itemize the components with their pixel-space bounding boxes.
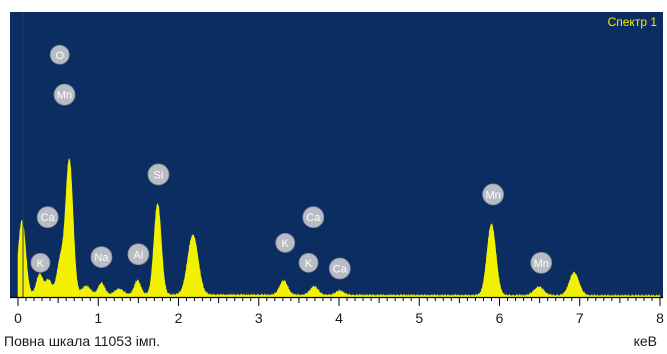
- element-label-circle: [30, 252, 51, 273]
- element-label-circle: [302, 206, 325, 229]
- element-label-text: Ca: [306, 212, 321, 224]
- element-label-o: O: [49, 44, 70, 65]
- full-scale-label: Повна шкала 11053 імп.: [4, 333, 160, 349]
- element-label-circle: [90, 246, 113, 269]
- element-label-circle: [147, 163, 170, 186]
- element-label-k: K: [298, 252, 319, 273]
- x-axis: 0 1 2 3 4 5 6 7 8: [10, 296, 664, 326]
- element-label-mn: Mn: [482, 183, 504, 206]
- element-label-k: K: [275, 232, 296, 253]
- element-label-na: Na: [90, 246, 113, 269]
- element-label-al: Al: [127, 243, 150, 266]
- x-axis-unit-label: кеВ: [633, 333, 657, 349]
- element-label-circle: [275, 232, 296, 253]
- element-label-circle: [328, 257, 351, 280]
- element-label-text: Ca: [333, 264, 348, 276]
- x-tick-label: 7: [576, 310, 584, 326]
- element-label-circle: [36, 206, 59, 229]
- x-tick-label: 4: [335, 310, 343, 326]
- element-label-text: K: [37, 258, 45, 270]
- x-tick-label: 2: [175, 310, 183, 326]
- element-label-text: O: [55, 50, 64, 62]
- spectrum-title: Спектр 1: [608, 15, 658, 29]
- x-tick-label: 0: [14, 310, 22, 326]
- element-label-circle: [53, 83, 76, 106]
- x-tick-label: 3: [255, 310, 263, 326]
- element-label-text: K: [282, 238, 290, 250]
- element-label-circle: [530, 251, 553, 274]
- element-label-text: Al: [133, 249, 143, 261]
- element-label-text: Mn: [57, 90, 72, 102]
- element-label-si: Si: [147, 163, 170, 186]
- element-label-text: Mn: [485, 189, 500, 201]
- element-label-ca: Ca: [328, 257, 351, 280]
- spectrum-layer: [17, 12, 661, 299]
- x-tick-label: 1: [94, 310, 102, 326]
- element-label-text: Na: [94, 252, 109, 264]
- element-label-ca: Ca: [302, 206, 325, 229]
- element-labels-layer: O Mn Ca K Na Al Si K Ca K Ca Mn Mn: [30, 44, 553, 280]
- x-tick-label: 5: [415, 310, 423, 326]
- element-label-circle: [298, 252, 319, 273]
- plot-background: [10, 12, 663, 297]
- element-label-ca: Ca: [36, 206, 59, 229]
- element-label-mn: Mn: [53, 83, 76, 106]
- element-label-text: Ca: [41, 212, 56, 224]
- element-label-text: Mn: [534, 258, 549, 270]
- element-label-circle: [49, 44, 70, 65]
- x-tick-label: 8: [656, 310, 664, 326]
- element-label-text: Si: [154, 169, 164, 181]
- element-label-k: K: [30, 252, 51, 273]
- x-tick-label: 6: [496, 310, 504, 326]
- element-label-circle: [482, 183, 504, 206]
- element-label-text: K: [305, 258, 313, 270]
- element-label-circle: [127, 243, 150, 266]
- element-label-mn: Mn: [530, 251, 553, 274]
- spectrum-area: [17, 158, 661, 299]
